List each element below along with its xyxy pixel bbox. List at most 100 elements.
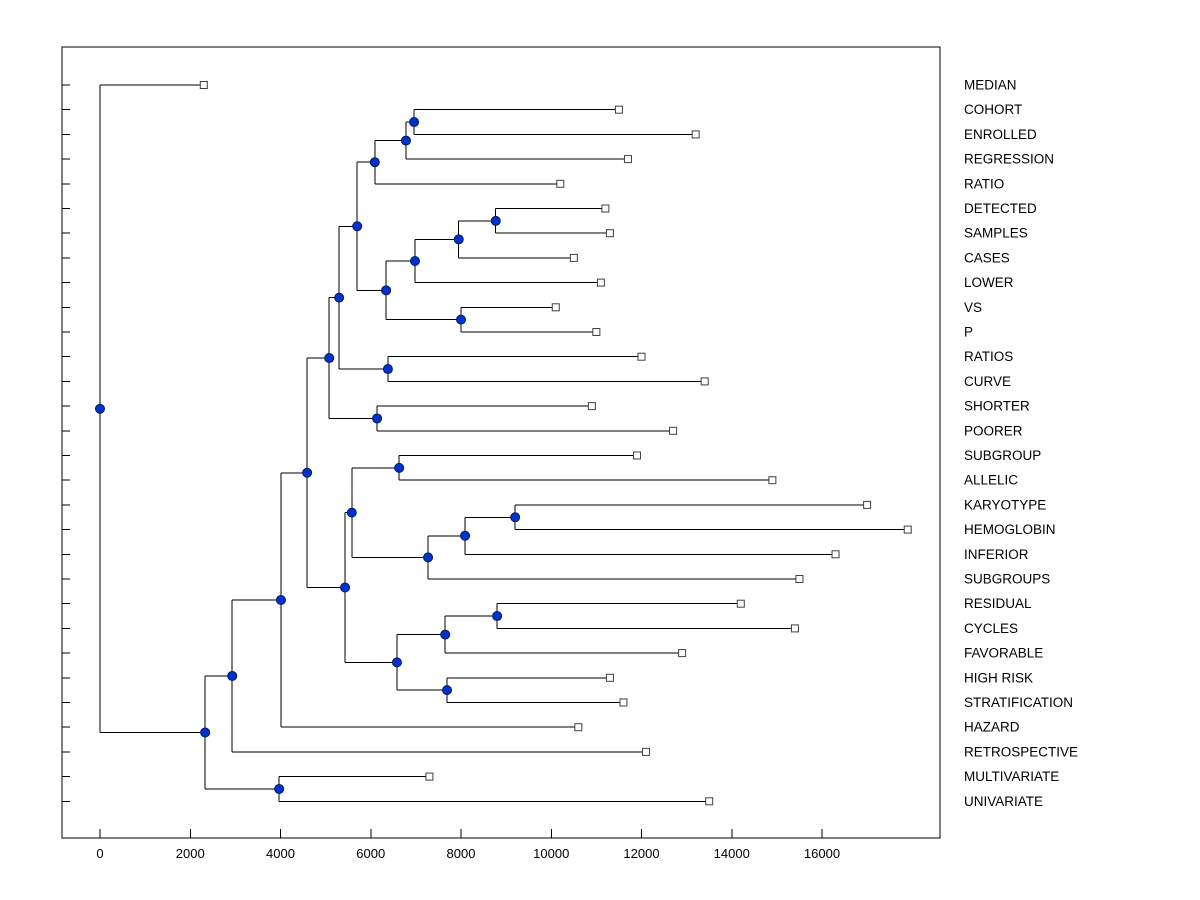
- leaf-square: [705, 797, 714, 806]
- leaf-label: MULTIVARIATE: [964, 769, 1059, 784]
- leaf-label: STRATIFICATION: [964, 695, 1073, 710]
- branch-node-dot: [382, 364, 393, 375]
- leaf-label: RETROSPECTIVE: [964, 744, 1078, 759]
- branch-node-dot: [409, 255, 420, 266]
- leaf-square: [632, 451, 641, 460]
- leaf-square: [691, 130, 700, 139]
- x-axis-tick-label: 4000: [266, 846, 295, 861]
- leaf-label: VS: [964, 300, 982, 315]
- leaf-square: [863, 500, 872, 509]
- leaf-label: DETECTED: [964, 201, 1037, 216]
- branch-node-dot: [440, 629, 451, 640]
- leaf-square: [669, 426, 678, 435]
- leaf-label: HEMOGLOBIN: [964, 522, 1056, 537]
- leaf-square: [605, 229, 614, 238]
- leaf-label: HAZARD: [964, 720, 1020, 735]
- leaf-square: [601, 204, 610, 213]
- branch-node-dot: [369, 157, 380, 168]
- leaf-label: ENROLLED: [964, 127, 1037, 142]
- leaf-label: RATIOS: [964, 349, 1013, 364]
- leaf-square: [831, 550, 840, 559]
- branch-node-dot: [381, 285, 392, 296]
- leaf-label: SUBGROUP: [964, 448, 1041, 463]
- leaf-label: RESIDUAL: [964, 596, 1032, 611]
- axes-group: [61, 46, 941, 839]
- leaf-square: [736, 599, 745, 608]
- x-axis-tick-label: 12000: [623, 846, 659, 861]
- leaf-square: [592, 328, 601, 336]
- leaf-label: COHORT: [964, 102, 1022, 117]
- branch-node-dot: [423, 552, 434, 563]
- branch-node-dot: [492, 611, 503, 622]
- x-axis-tick-label: 2000: [176, 846, 205, 861]
- leaf-label: SUBGROUPS: [964, 572, 1050, 587]
- x-axis-tick-label: 10000: [533, 846, 569, 861]
- leaf-label: SHORTER: [964, 399, 1030, 414]
- leaf-label: SAMPLES: [964, 226, 1028, 241]
- leaf-label: ALLELIC: [964, 473, 1018, 488]
- leaf-square: [642, 747, 651, 756]
- branch-node-dot: [409, 117, 420, 128]
- branch-lines-group: [99, 84, 908, 802]
- branch-node-dot: [510, 512, 521, 523]
- leaf-label: CASES: [964, 250, 1010, 265]
- branch-node-dot: [340, 582, 351, 593]
- leaf-square: [795, 575, 804, 583]
- leaf-square: [569, 253, 578, 262]
- leaf-square: [551, 303, 560, 312]
- leaf-label: P: [964, 325, 973, 340]
- leaf-square: [623, 155, 632, 164]
- branch-node-dot: [372, 413, 383, 424]
- branch-node-dot: [274, 783, 285, 794]
- branch-node-dot: [95, 403, 105, 414]
- leaf-label: CURVE: [964, 374, 1011, 389]
- branch-node-dot: [275, 594, 286, 605]
- x-axis-tick-label: 8000: [447, 846, 476, 861]
- leaf-label: MEDIAN: [964, 78, 1017, 93]
- branch-node-dot: [394, 462, 405, 473]
- labels-group: 0 2000 4000 6000 8000 10000 12000 14000 16000 MED…: [96, 78, 1078, 862]
- plot-box: [61, 46, 941, 839]
- branch-node-dot: [460, 530, 471, 541]
- branch-node-dot: [400, 135, 411, 146]
- leaf-label: CYCLES: [964, 621, 1018, 636]
- leaf-label: REGRESSION: [964, 152, 1054, 167]
- leaf-square: [574, 723, 583, 732]
- leaf-square: [614, 105, 623, 114]
- leaf-label: INFERIOR: [964, 547, 1029, 562]
- leaf-square: [596, 278, 605, 287]
- leaf-square: [199, 81, 208, 89]
- branch-node-dot: [442, 685, 453, 696]
- branch-node-dot: [334, 292, 345, 303]
- leaf-square: [678, 649, 687, 658]
- leaf-square: [700, 377, 709, 386]
- branch-node-dot: [490, 215, 501, 226]
- leaf-label: UNIVARIATE: [964, 794, 1043, 809]
- leaf-label: FAVORABLE: [964, 646, 1043, 661]
- branch-node-dot: [324, 353, 335, 364]
- leaf-square: [619, 698, 628, 707]
- leaf-square: [587, 402, 596, 411]
- branch-node-dot: [352, 221, 363, 232]
- branch-node-dot: [227, 670, 238, 681]
- leaf-label: LOWER: [964, 275, 1014, 290]
- leaf-square: [790, 624, 799, 633]
- branch-node-dot: [346, 507, 357, 518]
- leaf-square: [556, 179, 565, 188]
- leaf-label: KARYOTYPE: [964, 497, 1046, 512]
- leaf-square: [605, 673, 614, 682]
- leaf-label: POORER: [964, 423, 1023, 438]
- leaf-label: RATIO: [964, 176, 1004, 191]
- x-axis-tick-label: 0: [96, 846, 103, 861]
- leaf-square: [425, 772, 434, 781]
- x-axis-tick-label: 14000: [714, 846, 750, 861]
- x-axis-tick-label: 6000: [356, 846, 385, 861]
- branch-node-dot: [453, 234, 464, 245]
- leaf-square: [903, 525, 912, 534]
- leaf-square: [768, 476, 777, 485]
- branch-node-dot: [302, 467, 313, 478]
- branch-node-dot: [200, 727, 211, 738]
- branch-node-dot: [456, 314, 466, 325]
